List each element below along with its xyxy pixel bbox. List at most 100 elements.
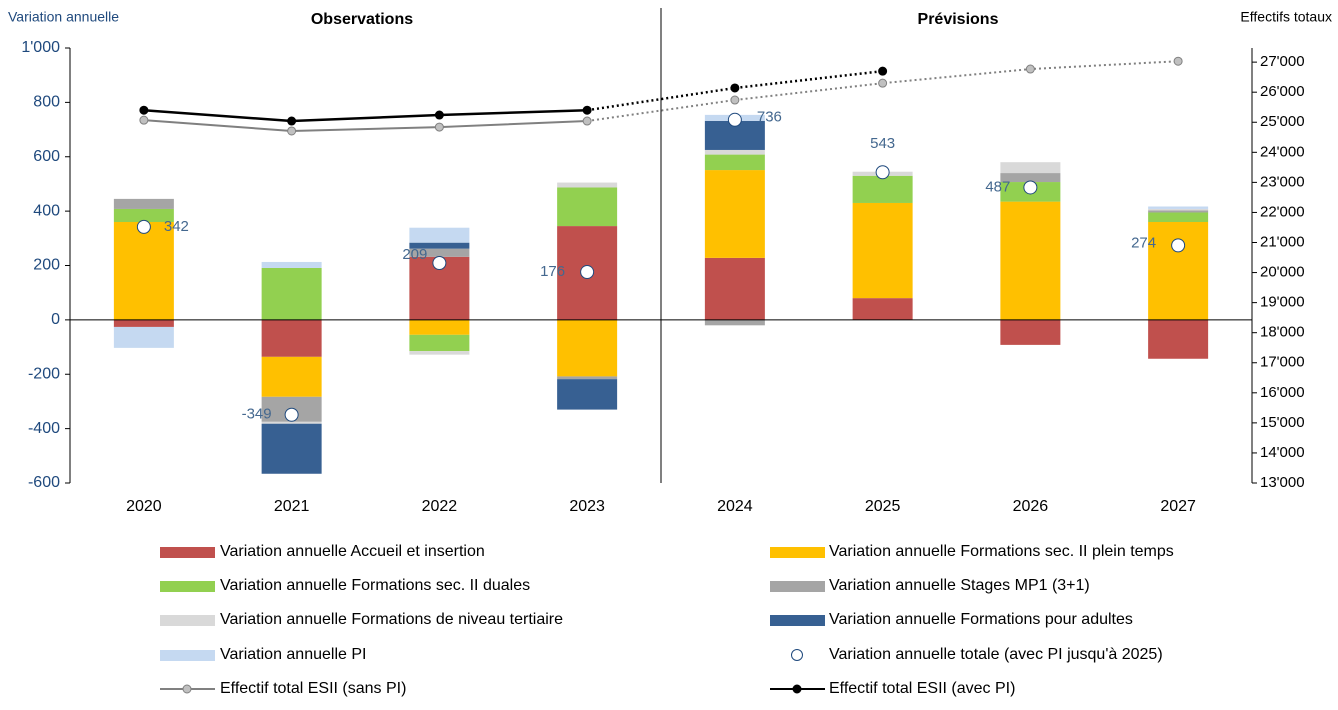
legend-label: Variation annuelle Formations pour adult… xyxy=(829,611,1133,628)
line-point xyxy=(582,105,592,115)
line-series xyxy=(143,108,588,123)
line-point xyxy=(1173,56,1183,66)
x-tick-label: 2023 xyxy=(569,498,605,515)
line-point xyxy=(139,105,149,115)
y-tick-label: 400 xyxy=(33,202,60,219)
x-tick-label: 2022 xyxy=(422,498,458,515)
line-point xyxy=(582,116,592,126)
line-point xyxy=(730,95,740,105)
bar-segment xyxy=(557,319,618,377)
legend-label: Variation annuelle Stages MP1 (3+1) xyxy=(829,577,1090,594)
total-marker xyxy=(875,165,890,180)
y2-tick-label: 13'000 xyxy=(1260,474,1305,491)
y2-tick-label: 19'000 xyxy=(1260,294,1305,311)
y2-tick-label: 17'000 xyxy=(1260,354,1305,371)
legend-label: Variation annuelle PI xyxy=(220,646,366,663)
bar-segment xyxy=(852,175,913,203)
line-point xyxy=(1025,64,1035,74)
legend-swatch xyxy=(160,581,215,592)
y2-tick-label: 27'000 xyxy=(1260,53,1305,70)
section-title: Prévisions xyxy=(918,11,999,28)
bar-segment xyxy=(1148,210,1209,213)
bar-segment xyxy=(113,319,174,327)
y-tick-label: -600 xyxy=(28,474,60,491)
bar-segment xyxy=(261,421,322,424)
total-marker xyxy=(1023,180,1038,195)
total-marker xyxy=(136,219,151,234)
y-axis-label: Variation annuelle xyxy=(8,9,119,25)
legend-swatch xyxy=(160,615,215,626)
bar-segment xyxy=(704,257,765,320)
line-point xyxy=(434,110,444,120)
y2-tick-label: 21'000 xyxy=(1260,233,1305,250)
value-label: -349 xyxy=(242,406,272,423)
line-point xyxy=(287,116,297,126)
label-bg xyxy=(860,130,905,159)
total-marker xyxy=(727,112,742,127)
bar-segment xyxy=(113,208,174,222)
line-series xyxy=(143,119,588,132)
bar-segment xyxy=(1000,201,1061,320)
bar-segment xyxy=(1148,212,1209,222)
bar-segment xyxy=(409,248,470,257)
value-label: 543 xyxy=(870,135,895,152)
value-label: 274 xyxy=(1131,234,1156,251)
bar-segment xyxy=(704,154,765,171)
y-tick-label: 800 xyxy=(33,94,60,111)
y2-tick-label: 14'000 xyxy=(1260,444,1305,461)
bar-segment xyxy=(557,376,618,380)
bar-segment xyxy=(409,227,470,243)
x-tick-label: 2027 xyxy=(1160,498,1196,515)
bar-segment xyxy=(1000,319,1061,345)
y2-tick-label: 22'000 xyxy=(1260,203,1305,220)
bar-segment xyxy=(704,170,765,258)
bar-segment xyxy=(409,319,470,335)
y2-tick-label: 18'000 xyxy=(1260,324,1305,341)
bar-segment xyxy=(1148,222,1209,320)
y2-tick-label: 20'000 xyxy=(1260,264,1305,281)
line-point xyxy=(878,66,888,76)
total-marker xyxy=(284,407,299,422)
y-tick-label: 200 xyxy=(33,257,60,274)
y-tick-label: -400 xyxy=(28,420,60,437)
value-label: 487 xyxy=(985,178,1010,195)
bar-segment xyxy=(557,187,618,227)
legend-label: Variation annuelle Formations sec. II pl… xyxy=(829,543,1174,560)
y2-tick-label: 25'000 xyxy=(1260,113,1305,130)
value-label: 342 xyxy=(164,218,189,235)
y-tick-label: 600 xyxy=(33,148,60,165)
legend-label: Variation annuelle Accueil et insertion xyxy=(220,543,485,560)
section-title: Observations xyxy=(311,11,413,28)
value-label: 736 xyxy=(757,109,782,126)
bar-segment xyxy=(557,379,618,410)
legend-swatch xyxy=(770,615,825,626)
x-tick-label: 2026 xyxy=(1013,498,1049,515)
line-point xyxy=(434,122,444,132)
bar-segment xyxy=(261,261,322,268)
legend-label: Variation annuelle Formations de niveau … xyxy=(220,611,563,628)
y2-tick-label: 16'000 xyxy=(1260,384,1305,401)
line-point xyxy=(287,126,297,136)
y2-tick-label: 15'000 xyxy=(1260,414,1305,431)
y2-tick-label: 26'000 xyxy=(1260,83,1305,100)
value-label: 176 xyxy=(540,263,565,280)
bar-segment xyxy=(704,149,765,155)
bar-segment xyxy=(113,326,174,348)
bar-segment xyxy=(852,202,913,299)
legend-swatch xyxy=(792,684,802,694)
legend-swatch xyxy=(791,649,803,661)
line-point xyxy=(878,78,888,88)
y2-tick-label: 23'000 xyxy=(1260,173,1305,190)
line-point xyxy=(139,115,149,125)
x-tick-label: 2021 xyxy=(274,498,310,515)
bar-segment xyxy=(1148,319,1209,359)
bar-segment xyxy=(261,267,322,320)
bar-segment xyxy=(113,222,174,320)
bar-segment xyxy=(1148,208,1209,211)
legend-label: Effectif total ESII (sans PI) xyxy=(220,680,406,697)
legend-label: Effectif total ESII (avec PI) xyxy=(829,680,1015,697)
bar-segment xyxy=(113,198,174,209)
bar-segment xyxy=(1000,173,1061,183)
bar-segment xyxy=(261,423,322,474)
